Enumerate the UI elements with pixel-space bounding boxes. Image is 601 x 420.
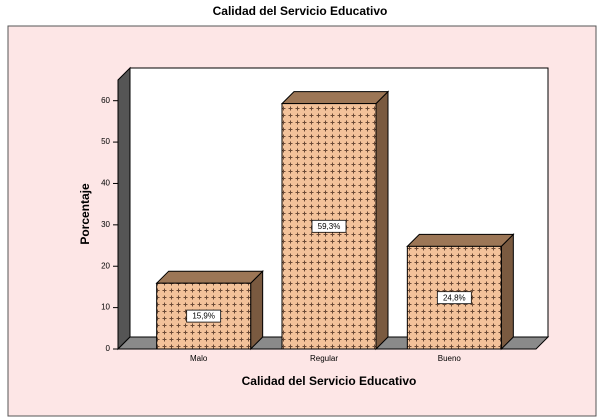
y-tick-label: 30 (101, 220, 110, 229)
x-axis-label: Calidad del Servicio Educativo (242, 374, 417, 388)
x-tick-label: Regular (310, 354, 338, 363)
value-label: 24,8% (443, 293, 466, 302)
value-label-box (186, 309, 222, 323)
bar-side (375, 90, 389, 351)
x-tick-label: Bueno (438, 354, 462, 363)
bar-side (250, 269, 264, 351)
value-label: 59,3% (318, 222, 341, 231)
y-tick-label: 10 (101, 303, 110, 312)
y-tick-label: 0 (106, 344, 111, 353)
value-label: 15,9% (192, 312, 215, 321)
chart-title: Calidad del Servicio Educativo (213, 4, 388, 18)
y-tick-label: 50 (101, 137, 110, 146)
y-tick-label: 20 (101, 261, 110, 270)
bar-top (406, 233, 515, 247)
bar-top (155, 270, 264, 284)
y-tick-label: 60 (101, 96, 110, 105)
bar-top (280, 91, 390, 105)
x-tick-label: Malo (190, 354, 208, 363)
side-wall (117, 66, 131, 351)
bar-side (500, 233, 514, 351)
value-label-box (311, 219, 347, 233)
y-tick-label: 40 (101, 179, 110, 188)
value-label-box (436, 291, 472, 305)
y-axis-label: Porcentaje (78, 183, 92, 245)
